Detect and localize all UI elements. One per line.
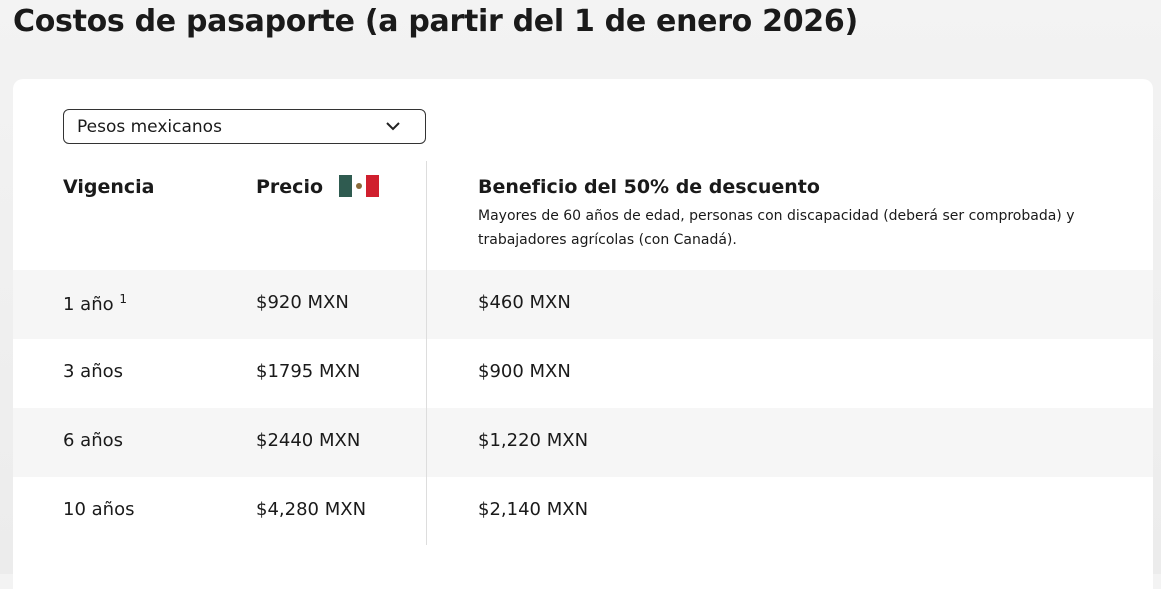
column-header: Vigencia bbox=[63, 176, 155, 198]
footnote-mark: 1 bbox=[119, 292, 127, 306]
cell-text: $4,280 MXN bbox=[256, 499, 367, 520]
table-cell: $1,220 MXN bbox=[478, 430, 588, 451]
column-header: Precio bbox=[256, 176, 324, 198]
table-cell: $4,280 MXN bbox=[256, 499, 366, 520]
page: Costos de pasaporte (a partir del 1 de e… bbox=[0, 0, 1161, 574]
price-card: Pesos mexicanos Vigencia Precio Benefici… bbox=[13, 79, 1153, 589]
cell-text: $1795 MXN bbox=[256, 361, 361, 382]
cell-text: $460 MXN bbox=[478, 292, 571, 313]
page-title: Costos de pasaporte (a partir del 1 de e… bbox=[13, 4, 858, 39]
cell-text: 3 años bbox=[63, 361, 124, 382]
currency-select[interactable]: Pesos mexicanos bbox=[63, 109, 426, 144]
table-row: 10 años $4,280 MXN $2,140 MXN bbox=[13, 477, 1153, 546]
table-cell: $2,140 MXN bbox=[478, 499, 588, 520]
mexico-flag bbox=[339, 175, 379, 197]
chevron-icon bbox=[386, 122, 400, 131]
table-row: 1 año 1 $920 MXN $460 MXN bbox=[13, 270, 1153, 339]
cell-text: 10 años bbox=[63, 499, 135, 520]
table-cell: 6 años bbox=[63, 430, 123, 451]
cell-text: $2440 MXN bbox=[256, 430, 361, 451]
table-row: 3 años $1795 MXN $900 MXN bbox=[13, 339, 1153, 408]
cell-text: 1 año bbox=[63, 294, 114, 315]
cell-text: $1,220 MXN bbox=[478, 430, 589, 451]
cell-text: $920 MXN bbox=[256, 292, 349, 313]
table-cell: $1795 MXN bbox=[256, 361, 360, 382]
cell-text: $900 MXN bbox=[478, 361, 571, 382]
table-row: 6 años $2440 MXN $1,220 MXN bbox=[13, 408, 1153, 477]
table-cell: 3 años bbox=[63, 361, 123, 382]
select-label: Pesos mexicanos bbox=[77, 117, 222, 137]
table-cell: 10 años bbox=[63, 499, 134, 520]
column-header: Beneficio del 50% de descuento bbox=[478, 176, 820, 198]
table-cell: $460 MXN bbox=[478, 292, 571, 313]
cell-text: $2,140 MXN bbox=[478, 499, 589, 520]
table-cell: $920 MXN bbox=[256, 292, 349, 313]
table-cell: 1 año 1 bbox=[63, 292, 127, 315]
column-divider bbox=[426, 161, 427, 545]
benefit-note: Mayores de 60 años de edad, personas con… bbox=[478, 208, 1075, 248]
cell-text: 6 años bbox=[63, 430, 124, 451]
table-cell: $2440 MXN bbox=[256, 430, 360, 451]
table-cell: $900 MXN bbox=[478, 361, 571, 382]
